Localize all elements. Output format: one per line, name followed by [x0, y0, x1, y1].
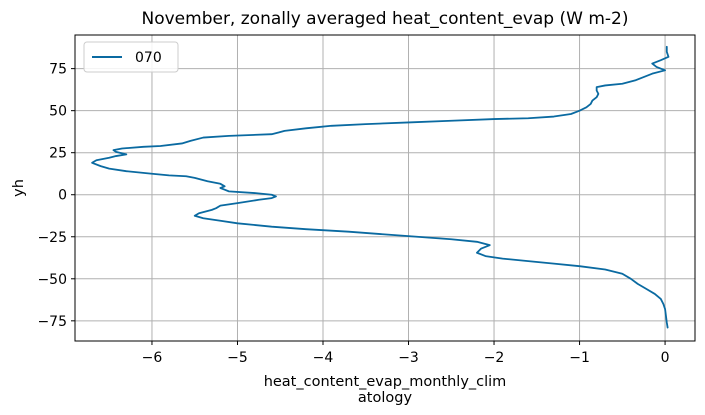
y-tick-label: −50 — [37, 272, 67, 288]
chart-title: November, zonally averaged heat_content_… — [142, 9, 629, 29]
legend-box — [83, 41, 179, 73]
x-tick-label: 0 — [661, 350, 670, 366]
x-tick-label: −4 — [313, 350, 334, 366]
y-tick-label: 75 — [49, 62, 67, 78]
legend: 070 — [83, 41, 179, 73]
x-axis-label-line-2: atology — [358, 390, 413, 406]
grid-lines — [75, 35, 695, 341]
series-layer — [91, 45, 670, 329]
x-tick-label: −6 — [142, 350, 163, 366]
y-tick-label: 50 — [49, 104, 67, 120]
series-line-070 — [91, 45, 670, 329]
x-axis-label-line-1: heat_content_evap_monthly_clim — [264, 374, 507, 390]
legend-label-070: 070 — [135, 50, 162, 66]
plot-frame — [74, 34, 696, 342]
x-axis-ticks: −6 −5 −4 −3 −2 −1 0 — [142, 341, 670, 366]
y-tick-label: −25 — [37, 230, 67, 246]
x-tick-label: −5 — [227, 350, 248, 366]
x-tick-label: −1 — [569, 350, 590, 366]
y-tick-label: 0 — [58, 188, 67, 204]
x-tick-label: −2 — [484, 350, 505, 366]
y-tick-label: 25 — [49, 146, 67, 162]
y-tick-label: −75 — [37, 314, 67, 330]
y-axis-ticks: −75 −50 −25 0 25 50 75 — [37, 62, 75, 330]
x-tick-label: −3 — [398, 350, 419, 366]
y-axis-label: yh — [11, 179, 27, 197]
